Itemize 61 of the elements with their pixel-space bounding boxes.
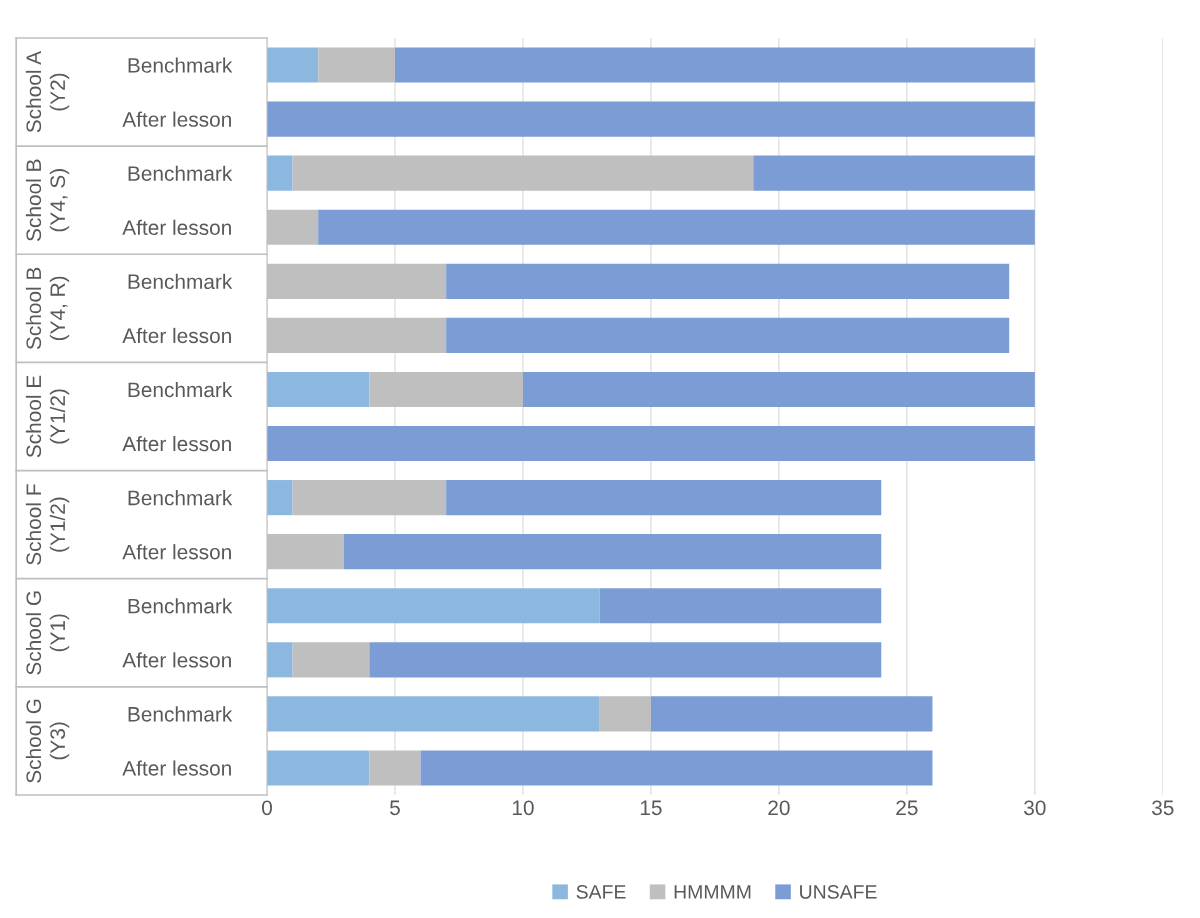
bar — [446, 317, 1010, 353]
x-tick-label: 5 — [390, 800, 400, 816]
bar — [318, 209, 1035, 245]
bar — [267, 588, 600, 624]
y-tick-label: Benchmark — [128, 165, 233, 181]
bar — [369, 371, 523, 408]
y-tick-label: Benchmark — [128, 598, 233, 614]
bar — [420, 750, 933, 786]
bar — [292, 642, 370, 678]
bar — [267, 642, 293, 678]
bar — [292, 480, 447, 516]
text: School E (Y1/2) — [25, 375, 70, 458]
y-tick-label: Benchmark — [128, 381, 233, 398]
bar — [267, 371, 370, 408]
bar — [394, 47, 1035, 83]
bar — [267, 750, 370, 786]
x-tick-label: 20 — [768, 800, 790, 816]
text: School B (Y4, S) — [25, 159, 70, 241]
bar — [599, 696, 651, 732]
bar — [267, 155, 293, 191]
x-tick-label: 25 — [896, 800, 918, 816]
y-tick-label: Benchmark — [128, 490, 233, 506]
bar — [446, 480, 882, 516]
bar — [343, 534, 882, 570]
text: School G (Y3) — [25, 699, 70, 783]
x-tick-label: 10 — [512, 800, 534, 816]
bar — [599, 588, 882, 624]
bar — [267, 696, 600, 732]
y-tick-label: Benchmark — [128, 706, 233, 722]
bar — [522, 371, 1035, 408]
bar — [267, 47, 319, 83]
bar — [650, 696, 933, 732]
y-tick-label: After lesson — [122, 111, 231, 127]
text: School A (Y2) — [25, 51, 70, 133]
bar — [753, 155, 1035, 191]
bar — [369, 642, 882, 678]
legend-label: HMMMM — [674, 885, 751, 899]
legend-label: UNSAFE — [800, 885, 877, 899]
bar — [267, 101, 1035, 137]
bar — [318, 47, 395, 83]
bar — [369, 750, 421, 786]
y-tick-label: After lesson — [122, 652, 231, 668]
x-tick-label: 15 — [640, 800, 662, 816]
x-tick-label: 35 — [1152, 800, 1174, 816]
bar — [267, 425, 1035, 462]
y-tick-label: Benchmark — [128, 57, 233, 73]
y-tick-label: After lesson — [122, 327, 231, 344]
x-tick-label: 30 — [1024, 800, 1046, 816]
text: School G (Y1) — [25, 591, 70, 675]
y-tick-label: After lesson — [122, 435, 231, 452]
y-tick-label: Benchmark — [128, 273, 233, 290]
legend-label: SAFE — [576, 885, 626, 899]
y-tick-label: After lesson — [122, 219, 231, 235]
x-tick-label: 0 — [262, 800, 272, 816]
text: School F (Y1/2) — [25, 484, 70, 565]
text: School B (Y4, R) — [25, 267, 70, 350]
bar — [267, 480, 293, 516]
bar — [292, 155, 754, 191]
bar — [446, 263, 1010, 299]
y-tick-label: After lesson — [122, 760, 231, 776]
y-tick-label: After lesson — [122, 544, 231, 560]
